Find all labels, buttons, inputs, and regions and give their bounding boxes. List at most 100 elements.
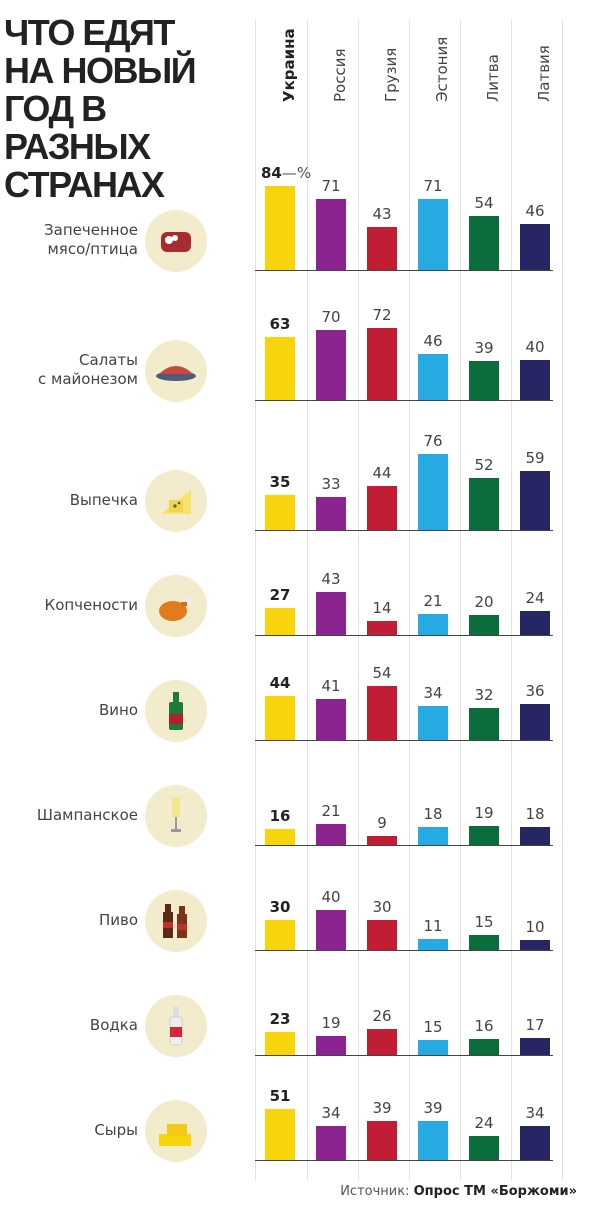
cheese-icon [145,1100,207,1162]
bar [418,199,448,270]
baseline [255,950,553,951]
title-line: ГОД В РАЗНЫХ [4,88,151,167]
row-label-line: Шампанское [36,805,138,824]
bar [520,224,550,270]
data-label: 46 [525,202,545,220]
data-label: 34 [321,1104,341,1122]
data-label: 51 [269,1087,291,1105]
data-label: 21 [321,802,341,820]
bar [367,328,397,400]
data-label: 19 [321,1014,341,1032]
row-label-line: Салаты [78,351,138,369]
row-label: Салаты с майонезом [0,351,138,389]
data-label: 15 [474,913,494,931]
data-label: 15 [423,1018,443,1036]
bar [367,836,397,845]
data-label: 76 [423,432,443,450]
data-label: 40 [321,888,341,906]
bar [418,614,448,635]
data-label: 44 [372,464,392,482]
bar [469,826,499,845]
data-label: 26 [372,1007,392,1025]
data-label: 17 [525,1016,545,1034]
data-label: 54 [474,194,494,212]
column-divider [562,20,563,1180]
column-divider [409,20,410,1180]
bar [265,495,295,530]
data-label: 39 [372,1099,392,1117]
baseline [255,635,553,636]
bar [469,708,499,740]
bar [316,592,346,635]
bar [316,824,346,845]
data-label: 30 [372,898,392,916]
bar [367,486,397,530]
data-label: 43 [321,570,341,588]
data-label: 11 [423,917,443,935]
data-label: 24 [525,589,545,607]
row-label: Водка [0,1016,138,1035]
row-label-line: Копчености [44,595,138,614]
bar [520,360,550,400]
row-label-line: с майонезом [38,370,138,388]
bar [265,1032,295,1055]
data-label: 16 [269,807,291,825]
bar [469,935,499,950]
bar [520,704,550,740]
row-label: Копчености [0,596,138,615]
pastry-icon [145,470,207,532]
row-label: Вино [0,701,138,720]
data-label: 59 [525,449,545,467]
bar [265,920,295,950]
bar [316,199,346,270]
chart-title: ЧТО ЕДЯТ НА НОВЫЙ ГОД В РАЗНЫХ СТРАНАХ [4,14,254,204]
bar [316,1036,346,1055]
column-divider [460,20,461,1180]
column-divider [255,20,256,1180]
title-line: СТРАНАХ [4,164,165,205]
bar [520,471,550,530]
baseline [255,740,553,741]
bar [520,827,550,845]
row-label: Запеченное мясо/птица [0,221,138,259]
bar [316,699,346,740]
source-note: Источник: Опрос ТМ «Боржоми» [340,1184,577,1199]
bar [316,1126,346,1160]
bar [418,354,448,400]
baseline [255,1055,553,1056]
champagne-glass-icon [145,785,207,847]
bar [469,361,499,400]
data-label: 9 [377,814,387,832]
data-label: 34 [525,1104,545,1122]
bar [265,1109,295,1160]
baseline [255,845,553,846]
data-label: 30 [269,898,291,916]
row-label-line: Пиво [98,910,138,929]
data-label: 35 [269,473,291,491]
baseline [255,1160,553,1161]
data-label: 14 [372,599,392,617]
row-label-line: Вино [98,700,138,719]
row-label-line: Выпечка [69,490,138,509]
bar [367,686,397,740]
bar [469,216,499,270]
data-label: 70 [321,308,341,326]
data-label: 10 [525,918,545,936]
bar [520,940,550,950]
data-label: 32 [474,686,494,704]
bar [265,186,295,270]
data-label: 52 [474,456,494,474]
data-label: 27 [269,586,291,604]
row-label: Сыры [0,1121,138,1140]
data-label: 40 [525,338,545,356]
bar [265,608,295,635]
bar [265,829,295,845]
bar [265,337,295,400]
bar [520,611,550,635]
data-label: 84—% [261,164,312,182]
bar [418,827,448,845]
column-divider [307,20,308,1180]
title-line: НА НОВЫЙ [4,50,197,91]
meat-icon [145,210,207,272]
data-label: 24 [474,1114,494,1132]
